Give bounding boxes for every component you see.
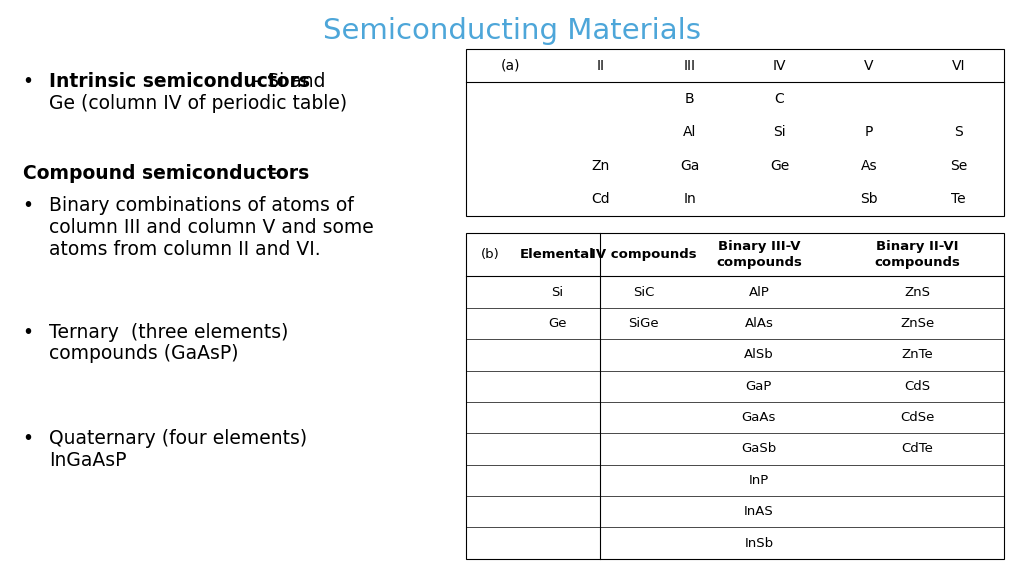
Text: InGaAsP: InGaAsP [49, 451, 127, 470]
Text: S: S [954, 126, 964, 139]
Text: Ge: Ge [548, 317, 566, 330]
Text: IV: IV [773, 59, 786, 73]
Text: (b): (b) [480, 248, 500, 262]
Text: InAS: InAS [744, 505, 774, 518]
Text: In: In [684, 192, 696, 206]
Text: Binary combinations of atoms of: Binary combinations of atoms of [49, 196, 354, 215]
Text: CdS: CdS [904, 380, 931, 393]
Text: Te: Te [951, 192, 966, 206]
Text: Al: Al [683, 126, 696, 139]
Text: VI: VI [952, 59, 966, 73]
Text: GaAs: GaAs [741, 411, 776, 424]
Text: ZnSe: ZnSe [900, 317, 935, 330]
Text: Zn: Zn [591, 159, 609, 173]
Text: compounds (GaAsP): compounds (GaAsP) [49, 344, 239, 363]
Text: AlP: AlP [749, 286, 769, 299]
Text: Binary III-V
compounds: Binary III-V compounds [716, 240, 802, 270]
Text: ZnTe: ZnTe [901, 348, 934, 361]
Text: – Si and: – Si and [246, 72, 326, 91]
Text: ZnS: ZnS [904, 286, 931, 299]
Text: column III and column V and some: column III and column V and some [49, 218, 374, 237]
Text: Si: Si [773, 126, 785, 139]
Text: II: II [596, 59, 604, 73]
Text: Ge: Ge [770, 159, 790, 173]
Text: V: V [864, 59, 873, 73]
Text: Ga: Ga [680, 159, 699, 173]
Text: (a): (a) [501, 59, 520, 73]
Text: AlAs: AlAs [744, 317, 773, 330]
Text: Ternary  (three elements): Ternary (three elements) [49, 323, 289, 342]
Text: Ge (column IV of periodic table): Ge (column IV of periodic table) [49, 94, 347, 113]
Text: Sb: Sb [860, 192, 878, 206]
Text: III: III [684, 59, 696, 73]
Text: B: B [685, 92, 694, 106]
Text: IV compounds: IV compounds [591, 248, 696, 262]
Text: •: • [23, 72, 34, 91]
Text: C: C [774, 92, 784, 106]
Text: Cd: Cd [591, 192, 609, 206]
Text: SiGe: SiGe [628, 317, 658, 330]
Bar [466, 49, 1004, 216]
Text: AlSb: AlSb [744, 348, 774, 361]
Text: Compound semiconductors: Compound semiconductors [23, 164, 309, 183]
Text: Si: Si [551, 286, 563, 299]
Text: P: P [865, 126, 873, 139]
Text: Semiconducting Materials: Semiconducting Materials [323, 17, 701, 46]
Text: As: As [861, 159, 878, 173]
Text: Elemental: Elemental [520, 248, 595, 262]
Text: Intrinsic semiconductors: Intrinsic semiconductors [49, 72, 310, 91]
Text: InSb: InSb [744, 536, 773, 550]
Text: CdTe: CdTe [901, 442, 934, 456]
Bar [466, 233, 1004, 559]
Text: Se: Se [950, 159, 968, 173]
Text: atoms from column II and VI.: atoms from column II and VI. [49, 240, 321, 259]
Text: •: • [23, 196, 34, 215]
Text: –: – [264, 164, 280, 183]
Text: SiC: SiC [633, 286, 654, 299]
Text: CdSe: CdSe [900, 411, 935, 424]
Text: •: • [23, 323, 34, 342]
Text: Quaternary (four elements): Quaternary (four elements) [49, 429, 307, 448]
Text: •: • [23, 429, 34, 448]
Text: GaP: GaP [745, 380, 772, 393]
Text: GaSb: GaSb [741, 442, 776, 456]
Text: InP: InP [749, 474, 769, 487]
Text: Binary II-VI
compounds: Binary II-VI compounds [874, 240, 961, 270]
